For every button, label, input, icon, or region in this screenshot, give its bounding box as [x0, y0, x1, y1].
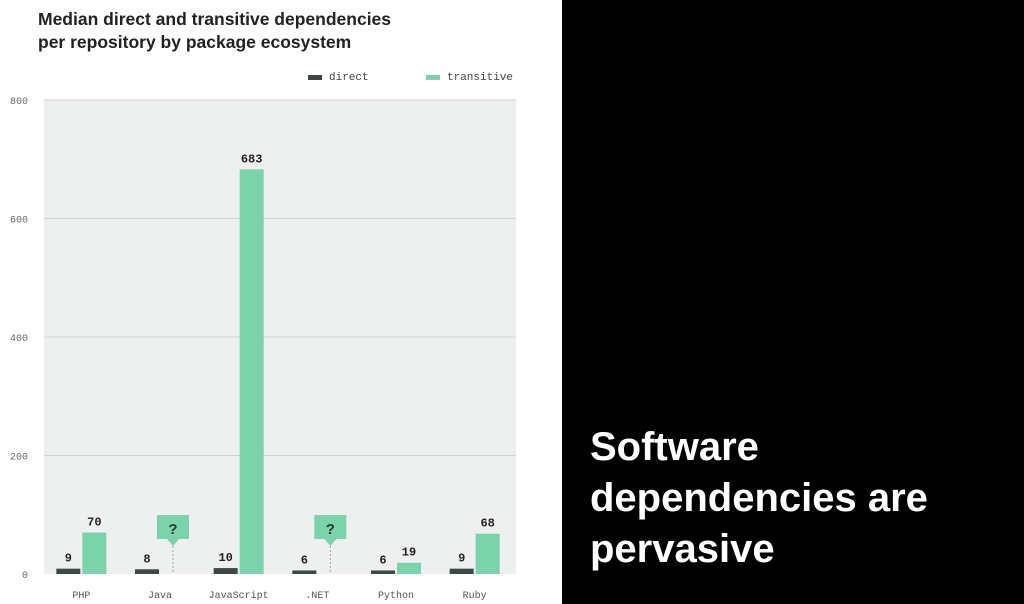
- y-tick-label: 600: [10, 216, 28, 227]
- data-label: 9: [65, 552, 72, 566]
- data-label: 70: [87, 516, 101, 530]
- x-tick-label: Ruby: [463, 590, 487, 602]
- bar-transitive: [397, 562, 421, 574]
- chart-title-line-1: Median direct and transitive dependencie…: [38, 9, 392, 29]
- bar-direct: [292, 570, 317, 574]
- legend-item-transitive: transitive: [426, 72, 513, 84]
- y-tick-label: 800: [10, 97, 28, 108]
- bar-chart: 0 200 400 600 800 PHP 9 70 Java 8? JavaScript 10 683…: [10, 97, 516, 602]
- bar-transitive: [82, 532, 107, 574]
- data-label: 8: [143, 552, 150, 566]
- legend-swatch-transitive: [426, 74, 440, 80]
- missing-data-marker: [314, 515, 347, 546]
- slide-headline: Software dependencies are pervasive: [590, 422, 1020, 575]
- data-label: 68: [480, 517, 494, 531]
- slide-headline-line-2: dependencies are: [590, 476, 928, 520]
- bar-direct: [56, 568, 81, 574]
- x-tick-label: .NET: [305, 591, 329, 602]
- slide-headline-line-3: pervasive: [590, 527, 775, 571]
- y-tick-label: 400: [10, 334, 28, 345]
- x-tick-label: Python: [378, 590, 414, 602]
- x-tick-label: PHP: [72, 591, 90, 602]
- bar-direct: [135, 569, 159, 574]
- bar-transitive: [475, 533, 500, 574]
- legend-swatch-direct: [308, 74, 322, 80]
- data-label: 6: [301, 553, 308, 567]
- y-tick-label: 200: [10, 453, 28, 464]
- chart-title: Median direct and transitive dependencie…: [38, 8, 538, 54]
- missing-data-marker: [157, 515, 189, 546]
- chart-title-line-2: per repository by package ecosystem: [38, 32, 352, 52]
- data-label: 9: [458, 552, 465, 566]
- slide-headline-line-1: Software: [590, 425, 759, 469]
- legend-label-transitive: transitive: [447, 72, 514, 84]
- x-tick-label: JavaScript: [209, 590, 269, 602]
- slide-text-panel: Software dependencies are pervasive: [562, 0, 1024, 604]
- chart-panel: Median direct and transitive dependencie…: [0, 0, 562, 604]
- bar-direct: [449, 568, 474, 574]
- data-label: 6: [379, 553, 386, 567]
- legend-label-direct: direct: [329, 72, 369, 84]
- y-tick-label: 0: [22, 571, 28, 582]
- legend-item-direct: direct: [308, 72, 369, 84]
- missing-data-label: ?: [326, 522, 335, 539]
- data-label: 19: [402, 546, 416, 560]
- data-label: 10: [218, 551, 232, 565]
- data-label: 683: [241, 152, 263, 166]
- missing-data-label: ?: [168, 522, 177, 539]
- bar-direct: [371, 570, 395, 574]
- bar-transitive: [239, 169, 264, 574]
- x-tick-label: Java: [148, 591, 172, 602]
- bar-direct: [213, 568, 238, 574]
